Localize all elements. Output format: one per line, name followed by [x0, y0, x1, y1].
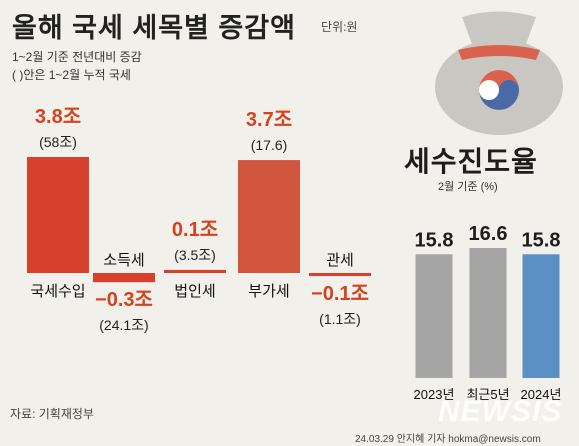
value-label: −0.3조 [95, 289, 153, 311]
source-label: 자료: 기획재정부 [10, 407, 94, 421]
value-label: 3.8조 [35, 106, 81, 128]
cumulative-label: (24.1조) [99, 317, 148, 333]
value-label: 15.8 [415, 229, 454, 251]
cumulative-label: (1.1조) [319, 311, 361, 327]
category-label: 법인세 [174, 283, 215, 300]
note-comparison: 1~2월 기준 전년대비 증감 [12, 50, 142, 64]
value-label: 0.1조 [172, 219, 218, 241]
side-chart-title: 세수진도율 [404, 146, 538, 177]
bar-법인세 [164, 269, 226, 273]
category-label: 국세수입 [30, 283, 85, 300]
cumulative-label: (58조) [39, 134, 77, 150]
category-label: 2024년 [521, 387, 562, 402]
side-chart-subtitle: 2월 기준 (%) [438, 181, 498, 193]
note-cumulative: ( )안은 1~2월 누적 국세 [12, 68, 131, 82]
progress-rate-chart: 15.8 2023년 16.6 최근5년 15.8 2024년 [414, 223, 562, 402]
bar-관세 [309, 273, 371, 277]
money-bag-icon [435, 11, 563, 135]
watermark-logo: NEWSIS [438, 395, 563, 428]
bar-최근5년 [469, 248, 507, 378]
credit-line: 24.03.29 안지혜 기자 hokma@newsis.com [355, 434, 541, 445]
cumulative-label: (3.5조) [174, 247, 216, 263]
bar-국세수입 [27, 157, 89, 273]
category-label: 소득세 [103, 252, 144, 269]
value-label: 3.7조 [246, 109, 292, 131]
cumulative-label: (17.6) [251, 137, 288, 153]
bar-2023년 [415, 254, 453, 378]
value-label: 15.8 [522, 229, 561, 251]
category-label: 부가세 [248, 283, 289, 300]
bar-2024년 [522, 254, 560, 378]
unit-label: 단위:원 [321, 20, 358, 34]
value-label: 16.6 [469, 223, 508, 245]
category-label: 관세 [326, 252, 354, 269]
chart-title: 올해 국세 세목별 증감액 [12, 13, 296, 43]
category-label: 최근5년 [466, 387, 509, 402]
value-label: −0.1조 [311, 283, 369, 305]
bar-소득세 [93, 273, 155, 283]
category-label: 2023년 [414, 387, 455, 402]
bar-부가세 [238, 160, 300, 273]
